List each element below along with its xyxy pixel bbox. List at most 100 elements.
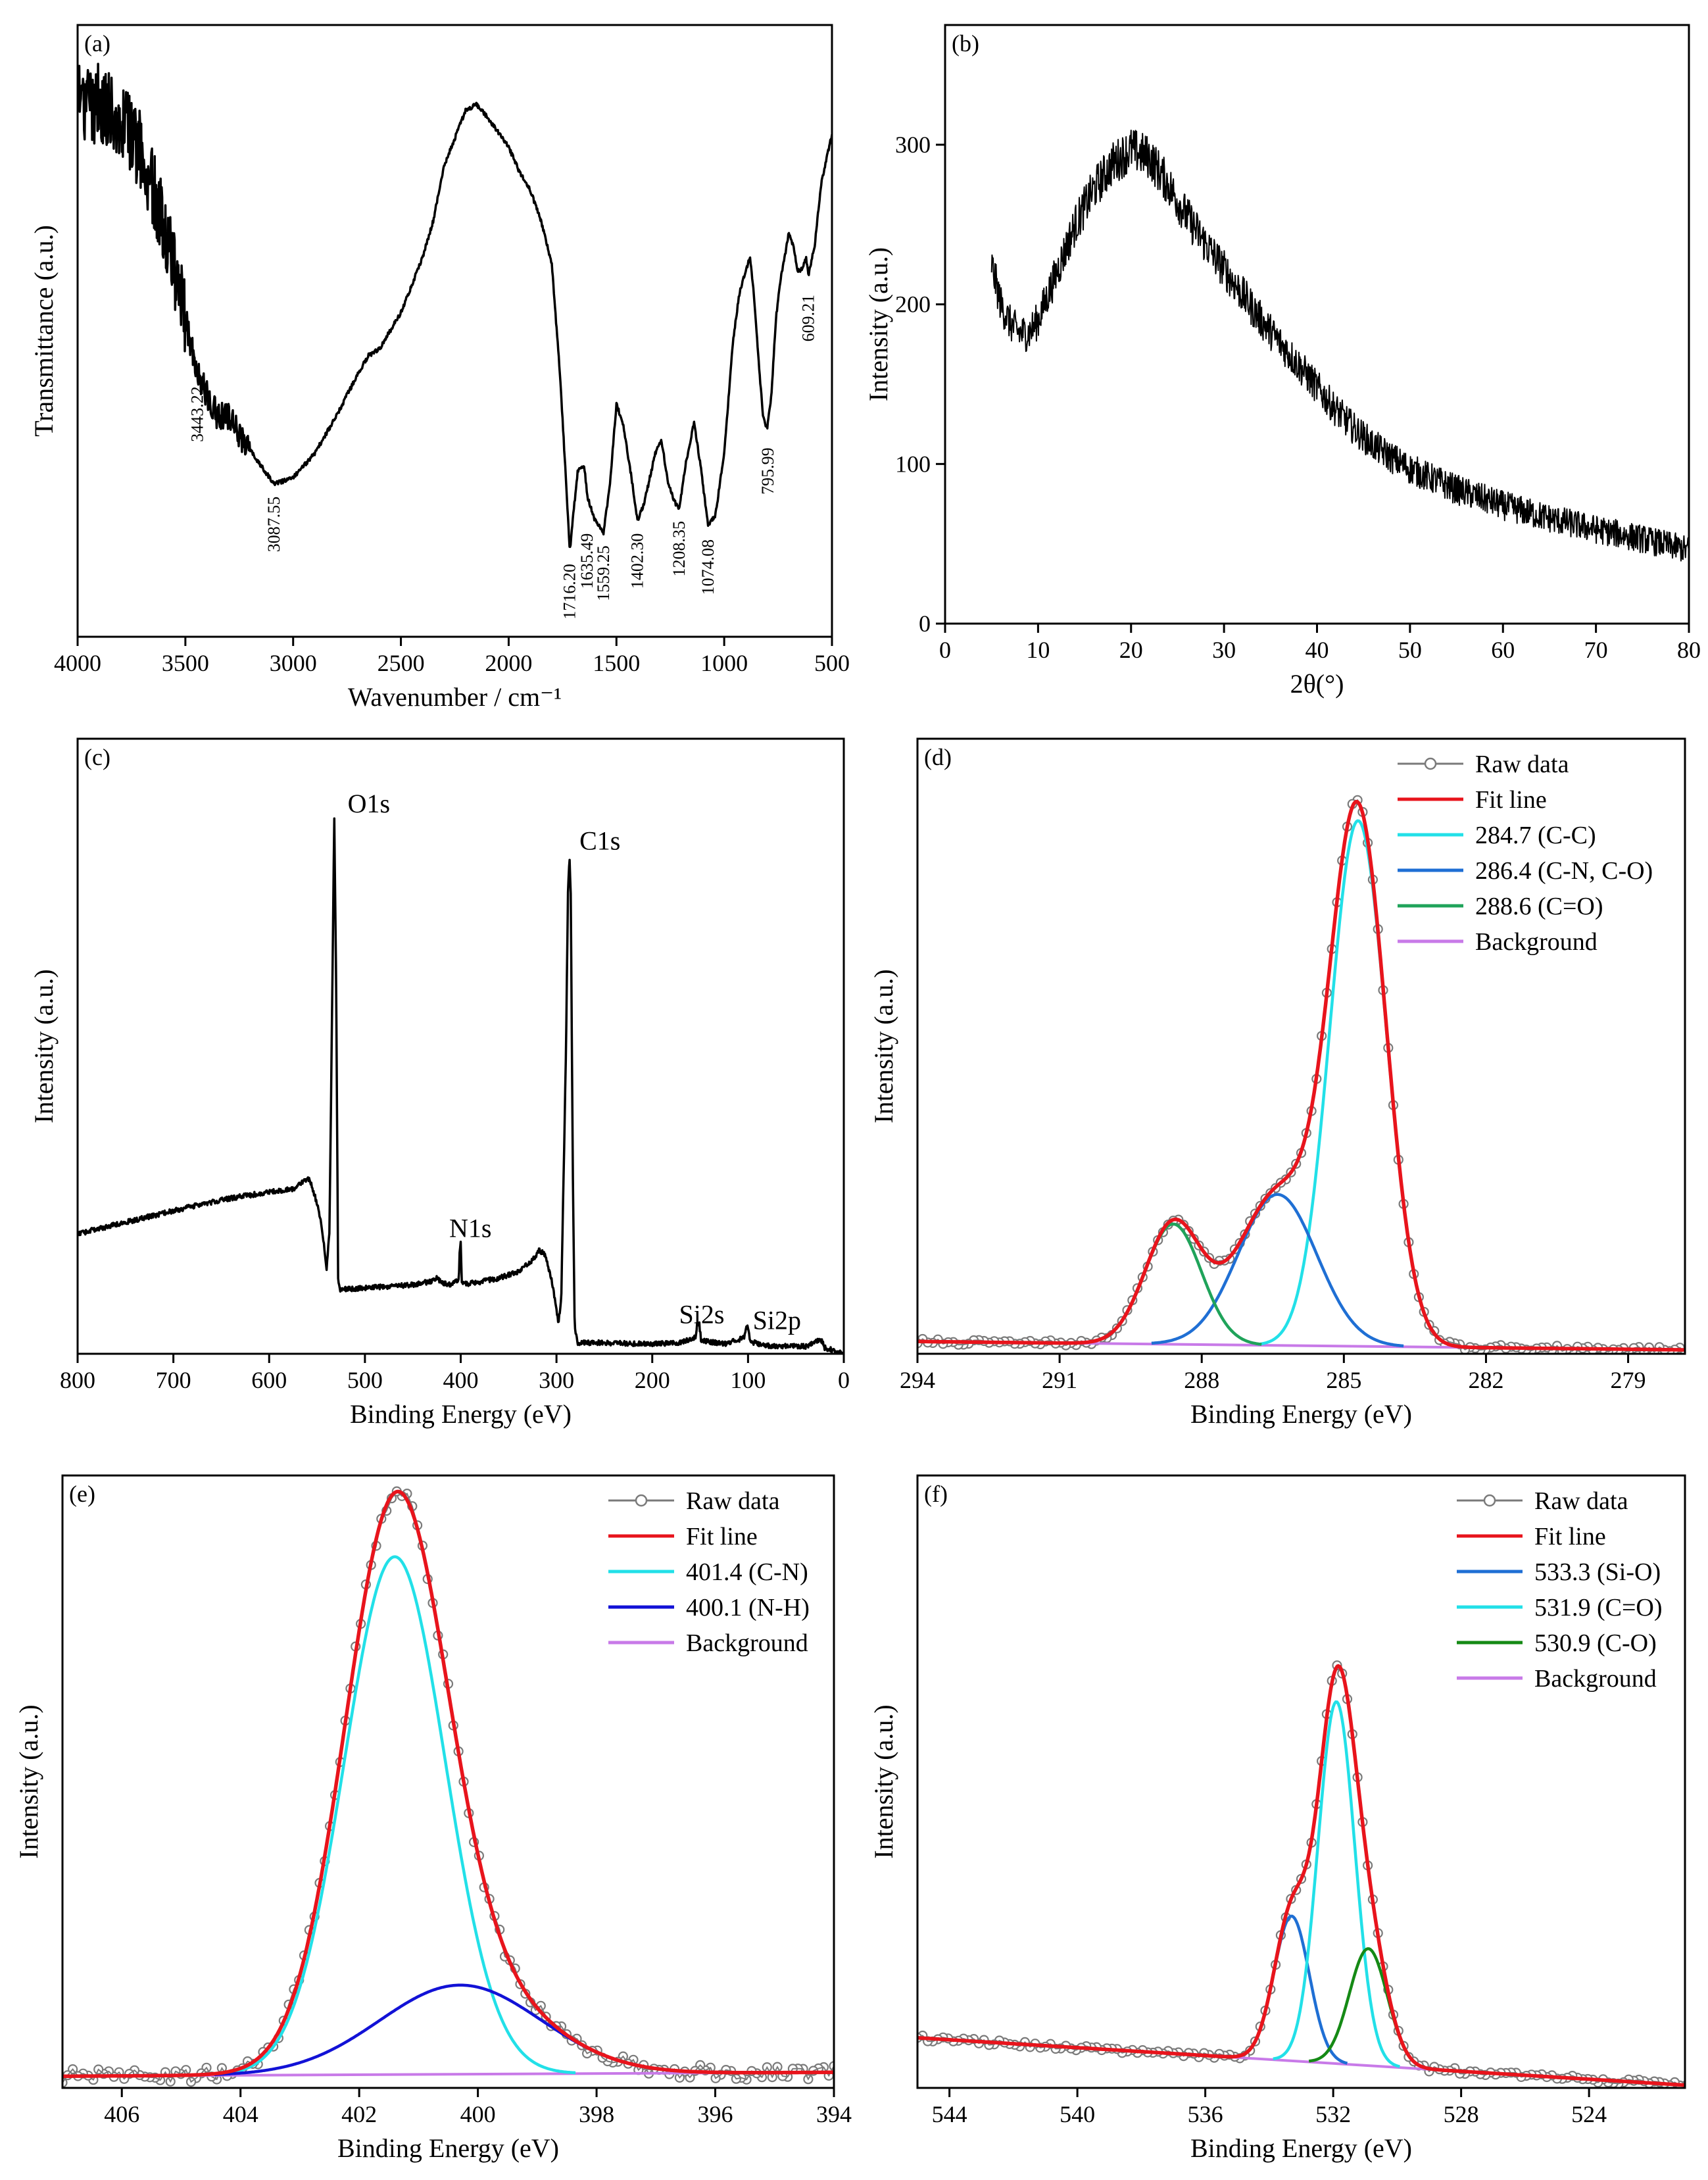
component-line-d-0	[1257, 819, 1459, 1349]
x-tick-label: 100	[730, 1367, 766, 1393]
legend-label: Background	[1475, 928, 1598, 956]
x-tick-label: 3500	[162, 650, 209, 676]
axes-frame-e	[61, 1474, 835, 2089]
legend-e: Raw data Fit line 401.4 (C-N) 400.1 (N-H) Ba…	[608, 1487, 810, 1657]
axes-frame-d	[916, 737, 1686, 1355]
x-axis-title: Wavenumber / cm⁻¹	[348, 682, 562, 712]
x-axis-title: 2θ(°)	[1290, 669, 1344, 699]
y-axis-title: Intensity (a.u.)	[864, 247, 893, 401]
y-axis-title: Transmittance (a.u.)	[29, 225, 59, 437]
x-tick-label: 291	[1042, 1367, 1077, 1393]
y-tick-label: 200	[895, 291, 931, 318]
x-tick-label: 400	[460, 2101, 496, 2127]
peak-label: O1s	[348, 789, 390, 818]
panel-label-b: (b)	[952, 30, 979, 57]
plot-area-c	[78, 817, 844, 1354]
panel-label-c: (c)	[84, 744, 110, 770]
x-tick-label: 406	[104, 2101, 139, 2127]
panel-label-a: (a)	[84, 30, 110, 57]
peak-annotation: 1559.25	[594, 545, 613, 601]
legend-label: Fit line	[686, 1523, 758, 1550]
y-tick-label: 300	[895, 132, 931, 158]
legend-marker	[1424, 757, 1437, 770]
legend-label: 288.6 (C=O)	[1475, 893, 1603, 920]
y-axis-title: Intensity (a.u.)	[869, 1704, 898, 1858]
chart-panel-d: Raw data Fit line 284.7 (C-C) 286.4 (C-N, C…	[869, 737, 1686, 1429]
x-tick-label: 404	[223, 2101, 258, 2127]
series-line-a-0	[78, 62, 832, 549]
legend-label: 531.9 (C=O)	[1534, 1594, 1663, 1622]
chart-panel-e: Raw data Fit line 401.4 (C-N) 400.1 (N-H) Ba…	[14, 1474, 852, 2163]
x-tick-label: 536	[1188, 2101, 1223, 2127]
legend-label: Fit line	[1475, 786, 1547, 814]
x-tick-label: 50	[1398, 637, 1422, 663]
panel-label-e: (e)	[69, 1481, 95, 1507]
legend-label: Raw data	[686, 1487, 780, 1515]
x-tick-label: 294	[900, 1367, 935, 1393]
y-tick-label: 0	[919, 610, 931, 637]
peak-annotation: 1074.08	[698, 539, 718, 595]
x-tick-label: 20	[1119, 637, 1143, 663]
x-tick-label: 532	[1315, 2101, 1351, 2127]
series-line-c-0	[78, 817, 844, 1354]
x-tick-label: 70	[1584, 637, 1608, 663]
x-tick-label: 500	[347, 1367, 383, 1393]
axes-frame-a	[76, 24, 833, 638]
peak-annotation: 1208.35	[670, 521, 689, 577]
peak-annotation: 3087.55	[264, 497, 283, 553]
x-axis-title: Binding Energy (eV)	[1190, 1399, 1412, 1429]
y-axis-title: Intensity (a.u.)	[29, 969, 59, 1123]
legend-d: Raw data Fit line 284.7 (C-C) 286.4 (C-N, C…	[1398, 751, 1653, 956]
plot-area-f	[917, 1660, 1685, 2088]
x-tick-label: 540	[1060, 2101, 1095, 2127]
peak-label: N1s	[449, 1213, 491, 1243]
peak-annotation: 1635.49	[577, 533, 597, 589]
x-tick-label: 282	[1468, 1367, 1503, 1393]
peak-annotation: 1716.20	[560, 564, 579, 620]
y-axis-title: Intensity (a.u.)	[14, 1704, 43, 1858]
y-tick-label: 100	[895, 451, 931, 477]
x-tick-label: 402	[341, 2101, 377, 2127]
x-tick-label: 400	[443, 1367, 479, 1393]
x-tick-label: 500	[814, 650, 850, 676]
x-tick-label: 279	[1611, 1367, 1646, 1393]
legend-label: Background	[686, 1629, 808, 1657]
plot-area-e	[62, 1486, 834, 2088]
axes-frame-f	[916, 1474, 1686, 2089]
component-line-d-1	[1151, 1193, 1404, 1348]
x-tick-label: 1000	[700, 650, 748, 676]
x-axis-title: Binding Energy (eV)	[350, 1399, 572, 1429]
series-line-b-0	[990, 130, 1689, 562]
fit-line-e	[62, 1489, 834, 2078]
component-line-e-0	[214, 1555, 576, 2077]
legend-label: 400.1 (N-H)	[686, 1594, 810, 1622]
x-tick-label: 398	[579, 2101, 614, 2127]
x-tick-label: 300	[539, 1367, 574, 1393]
peak-annotation: 795.99	[758, 447, 777, 495]
component-line-f-2	[1308, 1947, 1428, 2070]
x-tick-label: 10	[1026, 637, 1050, 663]
x-tick-label: 1500	[593, 650, 640, 676]
x-tick-label: 2500	[378, 650, 425, 676]
panel-label-d: (d)	[924, 744, 952, 770]
legend-f: Raw data Fit line 533.3 (Si-O) 531.9 (C=O) 5…	[1457, 1487, 1663, 1693]
x-tick-label: 3000	[270, 650, 317, 676]
x-tick-label: 30	[1212, 637, 1236, 663]
x-tick-label: 80	[1677, 637, 1701, 663]
x-tick-label: 40	[1305, 637, 1329, 663]
plot-area-a	[78, 62, 832, 549]
panel-label-f: (f)	[924, 1481, 948, 1507]
legend-label: 401.4 (C-N)	[686, 1558, 808, 1586]
x-tick-label: 200	[635, 1367, 670, 1393]
chart-panel-b: 0 10 20 30 40 50 60 70 80 0 100 200 300 2θ(°) Intensit…	[864, 24, 1701, 699]
legend-label: 530.9 (C-O)	[1534, 1629, 1657, 1657]
component-line-f-1	[1273, 1700, 1400, 2068]
legend-label: Fit line	[1534, 1523, 1606, 1550]
legend-label: 533.3 (Si-O)	[1534, 1558, 1661, 1586]
x-tick-label: 600	[251, 1367, 287, 1393]
x-tick-label: 60	[1491, 637, 1515, 663]
chart-panel-f: Raw data Fit line 533.3 (Si-O) 531.9 (C=O) 5…	[869, 1474, 1686, 2163]
plot-area-b	[990, 130, 1689, 562]
peak-label: Si2p	[753, 1306, 801, 1335]
